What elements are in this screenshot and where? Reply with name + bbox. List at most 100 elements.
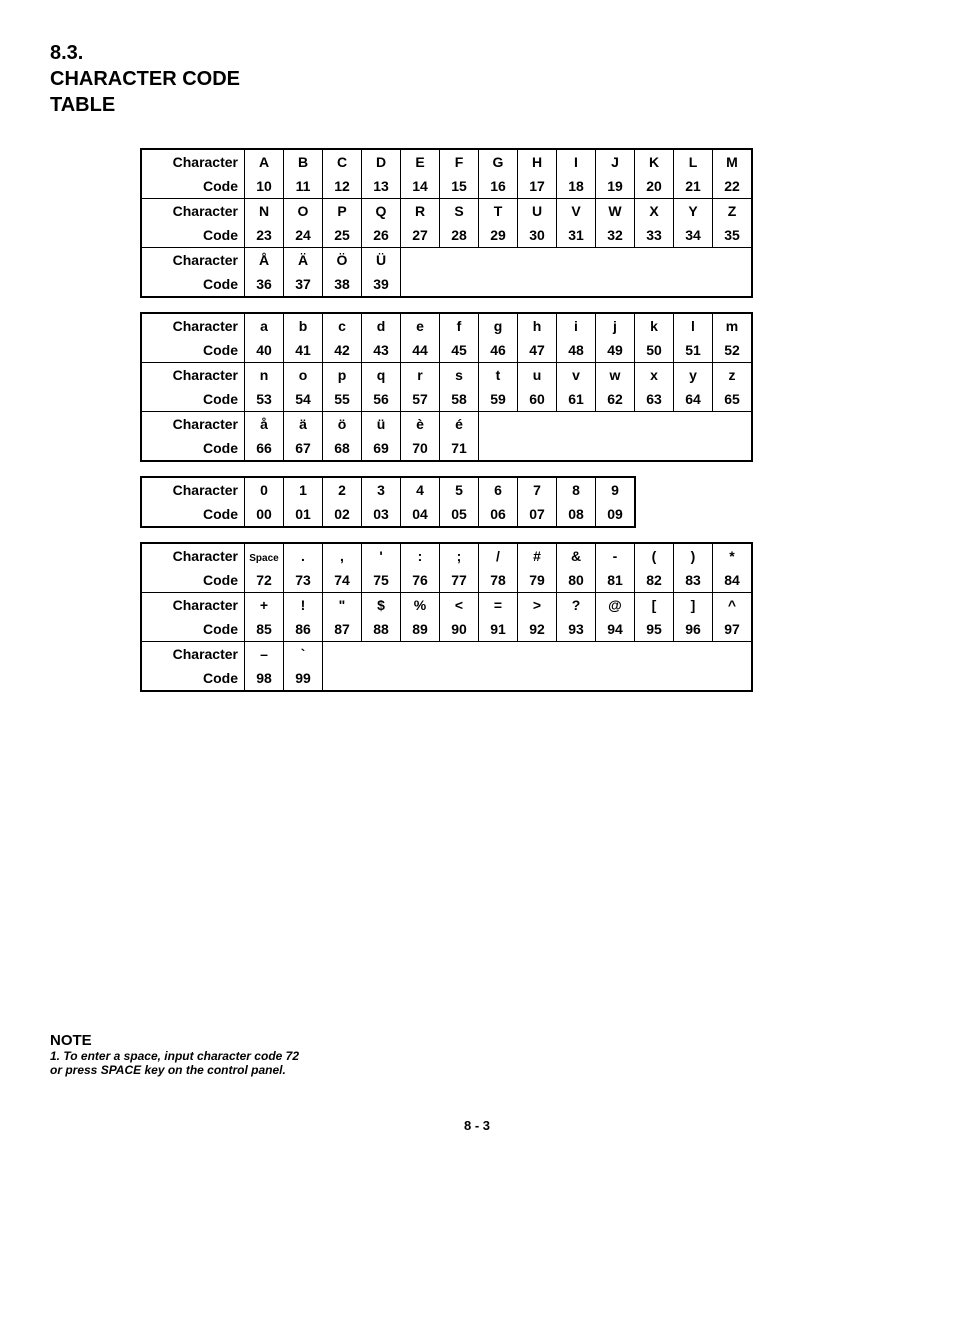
code-cell: 06: [479, 502, 518, 527]
code-cell: 50: [635, 338, 674, 363]
character-cell: 8: [557, 477, 596, 502]
character-cell: ': [362, 543, 401, 568]
character-cell: ]: [674, 593, 713, 618]
code-cell: 83: [674, 568, 713, 593]
character-cell: é: [440, 412, 479, 437]
character-cell: >: [518, 593, 557, 618]
character-cell: x: [635, 363, 674, 388]
character-cell: @: [596, 593, 635, 618]
note-text: 1. To enter a space, input character cod…: [50, 1049, 310, 1078]
character-cell: ": [323, 593, 362, 618]
row-label-character: Character: [141, 199, 245, 224]
code-cell: 43: [362, 338, 401, 363]
code-cell: 82: [635, 568, 674, 593]
character-cell: è: [401, 412, 440, 437]
character-cell: Y: [674, 199, 713, 224]
code-cell: 81: [596, 568, 635, 593]
code-cell: 72: [245, 568, 284, 593]
row-label-code: Code: [141, 568, 245, 593]
character-cell: ;: [440, 543, 479, 568]
code-cell: 67: [284, 436, 323, 461]
code-cell: 23: [245, 223, 284, 248]
row-label-character: Character: [141, 313, 245, 338]
page-number: 8 - 3: [50, 1118, 904, 1133]
code-cell: 66: [245, 436, 284, 461]
row-label-code: Code: [141, 666, 245, 691]
code-cell: 80: [557, 568, 596, 593]
character-cell: +: [245, 593, 284, 618]
code-cell: 37: [284, 272, 323, 297]
code-cell: 76: [401, 568, 440, 593]
character-cell: &: [557, 543, 596, 568]
character-cell: #: [518, 543, 557, 568]
character-cell: B: [284, 149, 323, 174]
character-cell: S: [440, 199, 479, 224]
character-cell: ,: [323, 543, 362, 568]
section-number: 8.3.: [50, 40, 904, 66]
code-cell: 70: [401, 436, 440, 461]
character-cell: E: [401, 149, 440, 174]
character-cell: 4: [401, 477, 440, 502]
character-cell: 2: [323, 477, 362, 502]
character-cell: m: [713, 313, 753, 338]
code-cell: 41: [284, 338, 323, 363]
character-cell: 7: [518, 477, 557, 502]
character-cell: 5: [440, 477, 479, 502]
code-cell: 02: [323, 502, 362, 527]
code-cell: 31: [557, 223, 596, 248]
character-cell: X: [635, 199, 674, 224]
character-cell: p: [323, 363, 362, 388]
character-cell: v: [557, 363, 596, 388]
code-cell: 90: [440, 617, 479, 642]
code-cell: 35: [713, 223, 753, 248]
character-cell: K: [635, 149, 674, 174]
code-cell: 89: [401, 617, 440, 642]
character-cell: ): [674, 543, 713, 568]
code-cell: 85: [245, 617, 284, 642]
code-cell: 07: [518, 502, 557, 527]
note-title: NOTE: [50, 1032, 904, 1049]
character-cell: :: [401, 543, 440, 568]
code-cell: 65: [713, 387, 753, 412]
character-cell: G: [479, 149, 518, 174]
code-cell: 73: [284, 568, 323, 593]
note-number: 1.: [50, 1049, 60, 1063]
char-code-table: CharacterSpace.,':;/#&-()*Code7273747576…: [140, 542, 753, 692]
code-cell: 91: [479, 617, 518, 642]
character-cell: `: [284, 642, 323, 667]
code-cell: 48: [557, 338, 596, 363]
character-cell: C: [323, 149, 362, 174]
row-label-code: Code: [141, 502, 245, 527]
character-cell: Å: [245, 248, 284, 273]
code-cell: 97: [713, 617, 753, 642]
character-cell: –: [245, 642, 284, 667]
character-cell: .: [284, 543, 323, 568]
character-cell: V: [557, 199, 596, 224]
code-cell: 40: [245, 338, 284, 363]
character-cell: Q: [362, 199, 401, 224]
character-cell: =: [479, 593, 518, 618]
row-label-code: Code: [141, 338, 245, 363]
character-cell: c: [323, 313, 362, 338]
note-block: NOTE 1. To enter a space, input characte…: [50, 1032, 904, 1078]
character-cell: *: [713, 543, 753, 568]
character-cell: A: [245, 149, 284, 174]
row-label-code: Code: [141, 272, 245, 297]
character-cell: å: [245, 412, 284, 437]
code-cell: 44: [401, 338, 440, 363]
character-cell: r: [401, 363, 440, 388]
character-cell: t: [479, 363, 518, 388]
character-cell: (: [635, 543, 674, 568]
character-cell: Ü: [362, 248, 401, 273]
code-cell: 94: [596, 617, 635, 642]
code-cell: 28: [440, 223, 479, 248]
code-cell: 55: [323, 387, 362, 412]
character-cell: ?: [557, 593, 596, 618]
code-cell: 77: [440, 568, 479, 593]
code-cell: 24: [284, 223, 323, 248]
code-cell: 15: [440, 174, 479, 199]
code-cell: 36: [245, 272, 284, 297]
row-label-character: Character: [141, 248, 245, 273]
code-cell: 22: [713, 174, 753, 199]
character-cell: 3: [362, 477, 401, 502]
